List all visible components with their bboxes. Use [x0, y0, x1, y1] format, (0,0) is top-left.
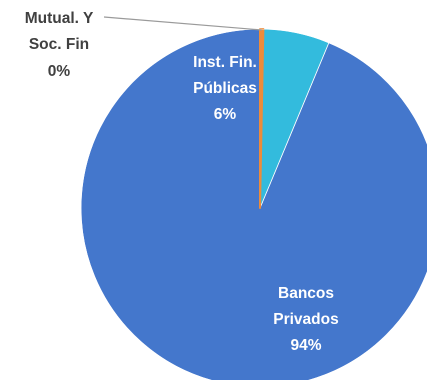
slice-label-inst-fin-publicas: Inst. Fin. Públicas 6%	[193, 54, 257, 123]
leader-line	[103, 16, 262, 31]
slice-percent-label: 94%	[290, 337, 321, 354]
slice-label-mutual-soc-fin: Mutual. Y Soc. Fin 0%	[25, 10, 94, 80]
slice-label-line: Bancos	[278, 285, 334, 302]
slice-label-line: Públicas	[193, 80, 257, 97]
slice-label-line: Mutual. Y	[25, 10, 94, 27]
pie-outline	[80, 28, 427, 380]
slice-label-line: Privados	[273, 311, 338, 328]
slice-percent-label: 6%	[214, 106, 237, 123]
pie-slices	[80, 27, 427, 380]
slice-label-line: Soc. Fin	[29, 36, 89, 53]
slice-label-line: Inst. Fin.	[193, 54, 257, 71]
slice-label-bancos-privados: Bancos Privados 94%	[273, 285, 338, 354]
slice-percent-label: 0%	[48, 63, 71, 80]
